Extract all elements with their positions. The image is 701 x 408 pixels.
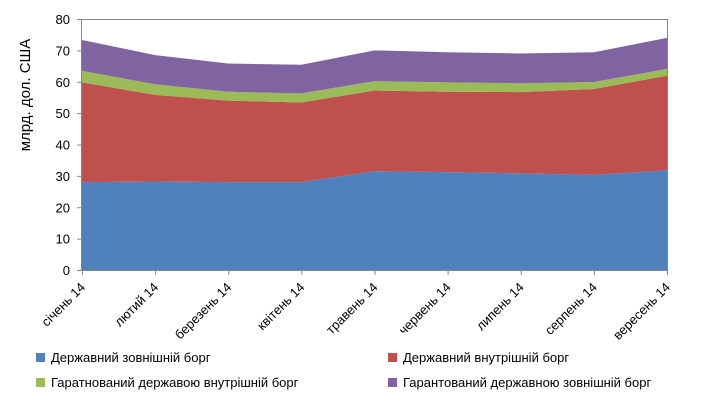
y-tick-label: 50	[56, 106, 70, 121]
x-tick-label: лютий 14	[111, 280, 161, 330]
x-tick-label: квітень 14	[254, 280, 307, 333]
x-tick-label: січень 14	[38, 280, 88, 330]
legend-label: Державний внутрішній борг	[403, 350, 570, 365]
y-tick-label: 0	[63, 263, 70, 278]
x-tick-label: серпень 14	[542, 280, 600, 338]
area-series-2	[82, 75, 667, 183]
y-tick-label: 80	[56, 12, 70, 27]
legend-label: Гаратнований державою внутрішній борг	[51, 375, 299, 390]
legend-swatch	[388, 353, 397, 362]
stacked-area-chart: 0 10 20 30 40 50 60 70 80 січень 14 лютий 14 берез…	[17, 12, 673, 343]
y-tick-label: 60	[56, 75, 70, 90]
legend-label: Державний зовнішній борг	[51, 350, 211, 365]
x-tick-label: травень 14	[323, 280, 381, 338]
series-areas	[82, 37, 667, 270]
y-tick-label: 10	[56, 232, 70, 247]
legend-item-series-4: Гарантований державною зовнішній борг	[388, 375, 651, 390]
legend-label: Гарантований державною зовнішній борг	[403, 375, 652, 390]
y-tick-labels: 0 10 20 30 40 50 60 70 80	[56, 12, 82, 278]
x-tick-label: червень 14	[396, 280, 454, 338]
x-tick-labels: січень 14 лютий 14 березень 14 квітень 14 тр…	[38, 270, 673, 343]
legend-swatch	[36, 353, 45, 362]
area-series-1	[82, 170, 667, 270]
area-series-3	[82, 68, 667, 103]
legend-swatch	[36, 378, 45, 387]
legend-item-series-3: Гаратнований державою внутрішній борг	[36, 375, 298, 390]
area-series-4	[82, 37, 667, 94]
legend-item-series-2: Державний внутрішній борг	[388, 350, 569, 365]
x-tick-label: березень 14	[172, 280, 235, 343]
y-tick-label: 30	[56, 169, 70, 184]
y-tick-label: 40	[56, 138, 70, 153]
y-axis-label: млрд. дол. США	[17, 39, 34, 152]
x-tick-label: вересень 14	[610, 280, 673, 343]
x-tick-label: липень 14	[473, 280, 527, 334]
legend-item-series-1: Державний зовнішній борг	[36, 350, 210, 365]
legend-swatch	[388, 378, 397, 387]
y-tick-label: 70	[56, 43, 70, 58]
y-tick-label: 20	[56, 200, 70, 215]
